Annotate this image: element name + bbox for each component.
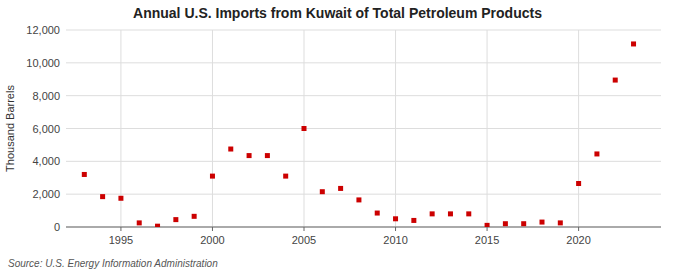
point — [100, 194, 105, 199]
x-tick-mark — [578, 227, 579, 231]
point — [503, 221, 508, 226]
x-grid-line — [395, 30, 396, 227]
x-grid-line — [487, 30, 488, 227]
point — [210, 174, 215, 179]
chart-svg: Annual U.S. Imports from Kuwait of Total… — [0, 0, 675, 275]
x-tick-mark — [120, 227, 121, 231]
chart-container: Annual U.S. Imports from Kuwait of Total… — [0, 0, 675, 275]
point — [155, 224, 160, 227]
point — [320, 189, 325, 194]
point — [356, 197, 361, 202]
point — [82, 172, 87, 177]
x-tick-label: 1995 — [109, 234, 133, 246]
x-tick-label: 2000 — [200, 234, 224, 246]
x-tick-label: 2020 — [566, 234, 590, 246]
y-tick-label: 12,000 — [26, 24, 60, 36]
point — [302, 126, 307, 131]
point — [448, 211, 453, 216]
y-grid-line — [66, 194, 661, 195]
y-tick-label: 2,000 — [32, 188, 60, 200]
points — [82, 41, 636, 227]
y-grid-line — [66, 30, 661, 31]
point — [283, 174, 288, 179]
point — [393, 216, 398, 221]
y-grid-line — [66, 161, 661, 162]
x-tick-label: 2005 — [292, 234, 316, 246]
x-tick-mark — [395, 227, 396, 231]
x-tick-mark — [304, 227, 305, 231]
point — [613, 78, 618, 83]
point — [558, 220, 563, 225]
y-grid-line — [66, 128, 661, 129]
point — [118, 196, 123, 201]
point — [411, 218, 416, 223]
x-tick-mark — [212, 227, 213, 231]
point — [265, 153, 270, 158]
point — [485, 223, 490, 227]
y-tick-label: 6,000 — [32, 123, 60, 135]
point — [375, 211, 380, 216]
x-tick-label: 2015 — [475, 234, 499, 246]
x-grid-line — [578, 30, 579, 227]
x-tick-mark — [487, 227, 488, 231]
point — [247, 153, 252, 158]
source-annotation: Source: U.S. Energy Information Administ… — [8, 258, 218, 269]
y-tick-label: 10,000 — [26, 57, 60, 69]
point — [192, 214, 197, 219]
point — [430, 211, 435, 216]
point — [173, 217, 178, 222]
point — [338, 186, 343, 191]
grid — [66, 30, 661, 227]
y-axis-label: Thousand Barrels — [4, 85, 16, 172]
point — [576, 181, 581, 186]
y-tick-label: 4,000 — [32, 155, 60, 167]
y-grid-line — [66, 95, 661, 96]
x-tick-label: 2010 — [383, 234, 407, 246]
y-grid-line — [66, 62, 661, 63]
point — [228, 147, 233, 152]
chart-title: Annual U.S. Imports from Kuwait of Total… — [133, 5, 542, 21]
point — [631, 41, 636, 46]
point — [540, 220, 545, 225]
point — [521, 221, 526, 226]
point — [594, 151, 599, 156]
y-tick-label: 8,000 — [32, 90, 60, 102]
point — [137, 220, 142, 225]
y-tick-label: 0 — [54, 221, 60, 233]
point — [466, 211, 471, 216]
x-grid-line — [212, 30, 213, 227]
